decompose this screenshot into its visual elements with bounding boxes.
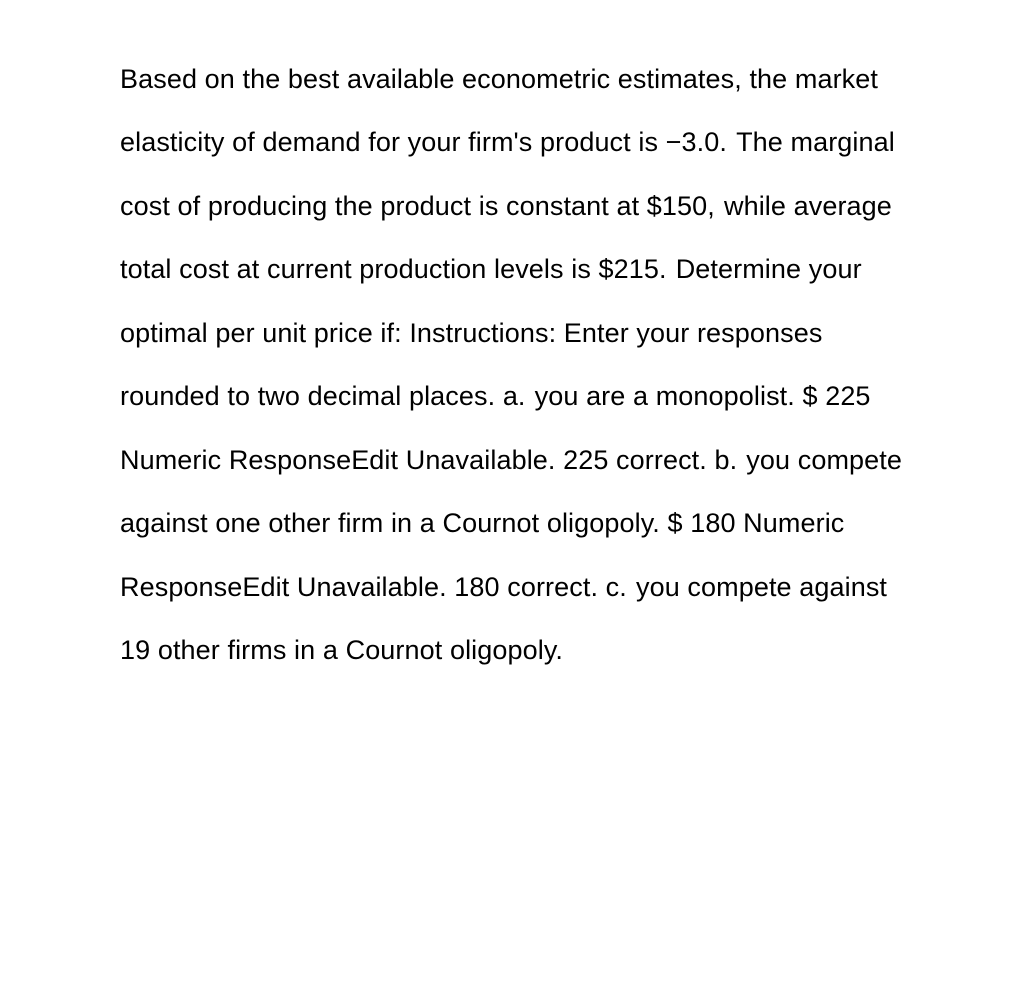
question-text: Based on the best available econometric … <box>120 48 923 682</box>
page-container: Based on the best available econometric … <box>0 0 1033 988</box>
